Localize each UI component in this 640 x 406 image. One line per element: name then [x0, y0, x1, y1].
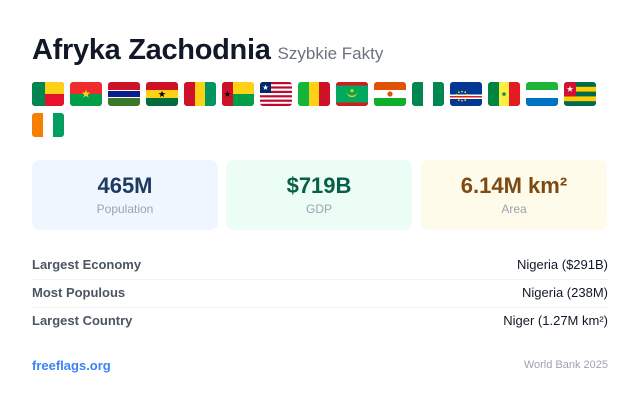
nigeria-flag-icon[interactable] — [412, 82, 444, 106]
population-card: 465M Population — [32, 160, 218, 230]
row-divider — [32, 307, 608, 308]
population-label: Population — [96, 202, 154, 216]
mali-flag-icon[interactable] — [298, 82, 330, 106]
gdp-value: $719B — [286, 173, 352, 198]
guinea-flag-icon[interactable] — [184, 82, 216, 106]
benin-flag-icon[interactable] — [32, 82, 64, 106]
data-source: World Bank 2025 — [523, 359, 608, 371]
fact-label: Largest Economy — [32, 256, 142, 272]
gdp-label: GDP — [305, 202, 332, 216]
fact-row-largest-economy: Largest Economy Nigeria ($291B) — [32, 252, 608, 276]
mauritania-flag-icon[interactable] — [336, 82, 368, 106]
senegal-flag-icon[interactable] — [488, 82, 520, 106]
page-title: Afryka Zachodnia — [32, 34, 271, 66]
fact-value: Niger (1.27M km²) — [503, 312, 608, 328]
gambia-flag-icon[interactable] — [108, 82, 140, 106]
fact-value: Nigeria (238M) — [522, 284, 608, 300]
guinea-bissau-flag-icon[interactable] — [222, 82, 254, 106]
gdp-card: $719B GDP — [226, 160, 412, 230]
fact-label: Most Populous — [32, 284, 126, 300]
population-value: 465M — [97, 173, 153, 198]
row-divider — [32, 279, 608, 280]
fact-label: Largest Country — [32, 312, 133, 328]
burkina-faso-flag-icon[interactable] — [70, 82, 102, 106]
sierra-leone-flag-icon[interactable] — [526, 82, 558, 106]
header: Afryka Zachodnia Szybkie Fakty — [32, 34, 383, 67]
area-value: 6.14M km² — [460, 173, 568, 198]
cape-verde-flag-icon[interactable] — [450, 82, 482, 106]
fact-row-largest-country: Largest Country Niger (1.27M km²) — [32, 308, 608, 332]
liberia-flag-icon[interactable] — [260, 82, 292, 106]
togo-flag-icon[interactable] — [564, 82, 596, 106]
stats-cards: 465M Population $719B GDP 6.14M km² Area — [32, 160, 607, 230]
page-subtitle: Szybkie Fakty — [277, 44, 384, 63]
ghana-flag-icon[interactable] — [146, 82, 178, 106]
area-card: 6.14M km² Area — [421, 160, 607, 230]
niger-flag-icon[interactable] — [374, 82, 406, 106]
fact-value: Nigeria ($291B) — [516, 256, 608, 272]
ivory-coast-flag-icon[interactable] — [32, 113, 64, 137]
fact-row-most-populous: Most Populous Nigeria (238M) — [32, 280, 608, 304]
site-link[interactable]: freeflags.org — [32, 358, 111, 373]
area-label: Area — [501, 202, 527, 216]
